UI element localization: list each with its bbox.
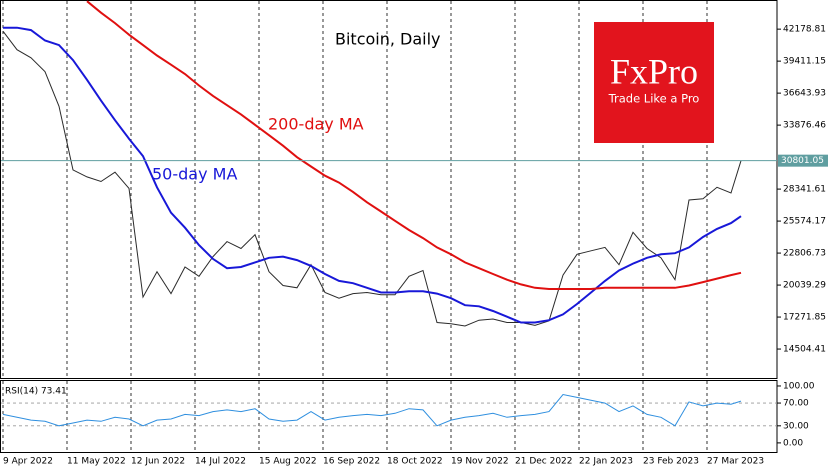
y-tick-label: 25574.17 xyxy=(783,217,826,227)
y-tick-label: 70.00 xyxy=(783,399,809,409)
series-label: 200-day MA xyxy=(268,115,364,134)
chart-title: Bitcoin, Daily xyxy=(335,30,441,49)
panel-frame xyxy=(0,380,778,453)
x-tick-label: 21 Dec 2022 xyxy=(515,457,573,467)
series-line xyxy=(2,393,742,427)
x-tick-label: 11 May 2022 xyxy=(67,457,126,467)
y-tick-label: 36643.93 xyxy=(783,89,826,99)
y-tick-label: 100.00 xyxy=(783,381,815,391)
x-tick-label: 22 Jan 2023 xyxy=(579,457,633,467)
rsi-title: RSI(14) 73.41 xyxy=(5,387,67,397)
y-tick-label: 42178.81 xyxy=(783,25,826,35)
y-tick-label: 30.00 xyxy=(783,421,809,431)
last-price-box xyxy=(778,154,828,167)
series-label: 50-day MA xyxy=(152,165,237,184)
grid-layer xyxy=(0,0,778,453)
y-tick-label: 14504.41 xyxy=(783,345,826,355)
x-tick-label: 9 Apr 2022 xyxy=(3,457,53,467)
y-tick-label: 17271.85 xyxy=(783,313,826,323)
logo-tagline: Trade Like a Pro xyxy=(608,92,700,106)
x-tick-label: 18 Oct 2022 xyxy=(387,457,443,467)
series-line xyxy=(86,0,742,290)
y-tick-label: 0.00 xyxy=(783,438,803,448)
last-price-label: 30801.05 xyxy=(781,156,824,166)
marks-layer xyxy=(1,0,777,427)
logo-brand: FxPro xyxy=(610,51,698,91)
x-tick-label: 14 Jul 2022 xyxy=(195,457,246,467)
y-tick-label: 39411.15 xyxy=(783,57,826,67)
y-tick-label: 33876.46 xyxy=(783,121,826,131)
y-tick-label: 22806.73 xyxy=(783,249,826,259)
x-tick-label: 12 Jun 2022 xyxy=(131,457,185,467)
x-tick-label: 23 Feb 2023 xyxy=(643,457,699,467)
y-tick-label: 28341.61 xyxy=(783,185,826,195)
logo-box xyxy=(594,22,714,143)
series-line xyxy=(2,30,742,327)
y-tick-label: 20039.29 xyxy=(783,281,826,291)
x-tick-label: 19 Nov 2022 xyxy=(451,457,509,467)
x-tick-label: 15 Aug 2022 xyxy=(259,457,317,467)
x-tick-label: 27 Mar 2023 xyxy=(707,457,764,467)
series-line xyxy=(3,26,742,324)
x-tick-label: 16 Sep 2022 xyxy=(323,457,380,467)
